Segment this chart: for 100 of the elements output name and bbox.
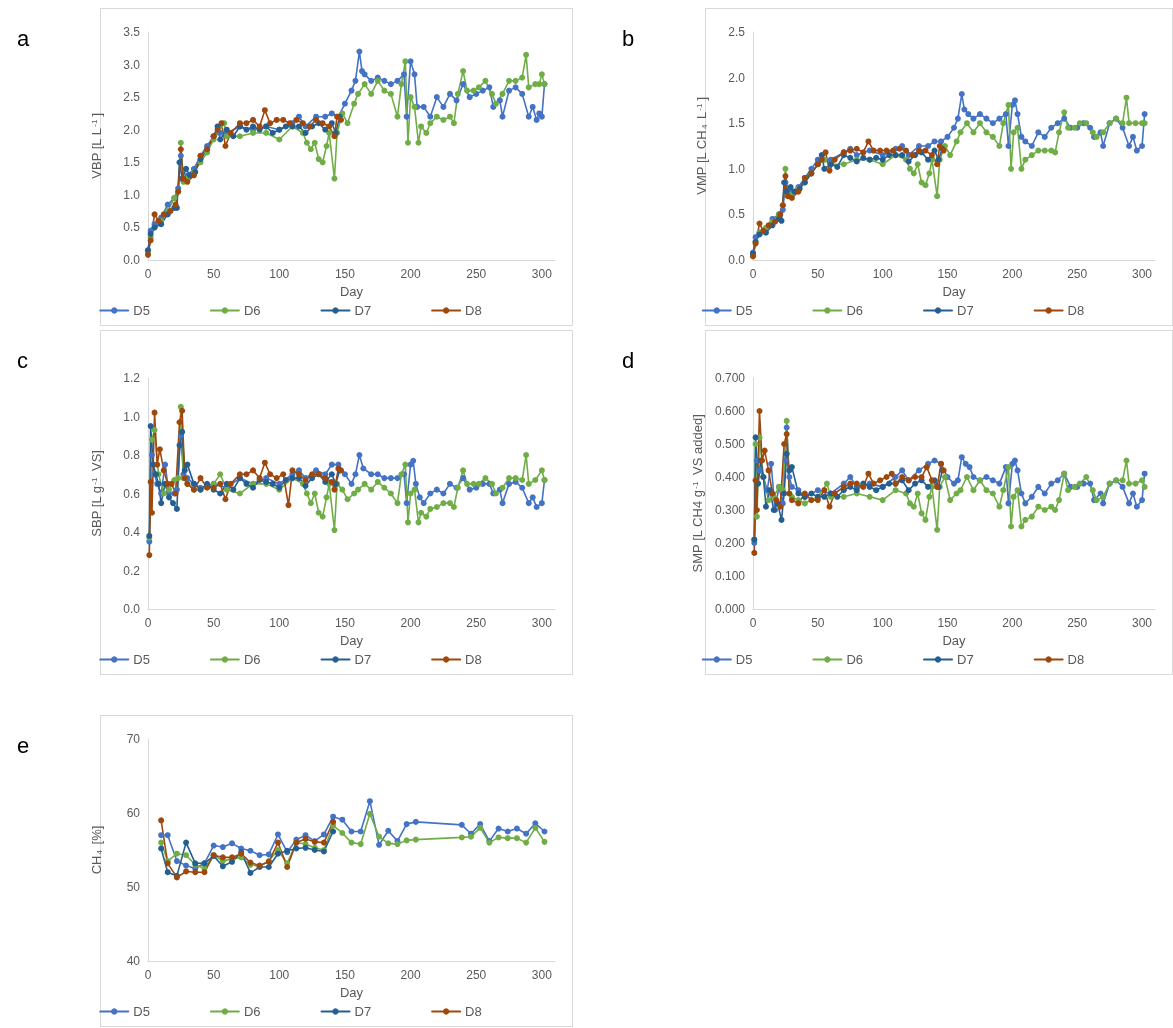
y-tick-label: 1.2 <box>123 371 141 385</box>
x-tick-label: 200 <box>1002 616 1023 630</box>
x-tick-label: 150 <box>334 968 356 982</box>
y-tick-label: 0.100 <box>714 569 746 583</box>
y-tick-label: 2.0 <box>123 122 141 137</box>
legend-label: D8 <box>465 652 482 667</box>
y-tick-label: 3.0 <box>123 57 141 72</box>
legend-label: D7 <box>354 652 372 667</box>
y-tick-label: 0.700 <box>714 371 746 385</box>
x-tick-label: 200 <box>1002 267 1023 281</box>
legend-label: D5 <box>735 652 753 667</box>
x-tick-label: 150 <box>334 616 356 630</box>
legend-label: D6 <box>846 652 864 667</box>
x-tick-label: 250 <box>466 616 487 630</box>
legend-label: D8 <box>465 303 482 318</box>
x-tick-label: 50 <box>811 267 825 281</box>
y-tick-label: 0.5 <box>123 220 141 235</box>
legend-label: D7 <box>354 303 372 318</box>
x-tick-label: 100 <box>269 616 290 630</box>
y-tick-label: 1.5 <box>728 116 746 131</box>
legend-label: D5 <box>133 1004 150 1019</box>
legend-label: D7 <box>957 652 974 667</box>
y-tick-label: 1.0 <box>123 409 141 424</box>
y-axis-title: VBP [L L-1] <box>89 112 104 179</box>
y-tick-label: 2.5 <box>123 90 141 105</box>
y-tick-label: 0.2 <box>123 563 141 578</box>
x-axis-title: Day <box>942 283 967 299</box>
legend-label: D8 <box>1067 652 1085 667</box>
chart-title: c <box>17 347 28 373</box>
y-tick-label: 0.0 <box>123 253 141 267</box>
legend-label: D8 <box>465 1004 482 1019</box>
y-tick-label: 50 <box>126 880 141 894</box>
y-tick-label: 0.4 <box>123 525 141 539</box>
legend-label: D5 <box>735 303 753 318</box>
legend-label: D6 <box>243 1004 261 1019</box>
y-tick-label: 0.6 <box>123 486 141 501</box>
x-tick-label: 100 <box>269 968 290 982</box>
x-tick-label: 250 <box>1067 616 1088 630</box>
x-tick-label: 150 <box>937 616 958 630</box>
y-tick-label: 1.0 <box>728 161 746 176</box>
x-tick-label: 150 <box>334 267 356 281</box>
chart-title: a <box>17 25 30 51</box>
legend-label: D5 <box>133 303 150 318</box>
y-axis-title: CH4 [%] <box>89 825 104 875</box>
legend-label: D7 <box>354 1004 372 1019</box>
y-tick-label: 3.5 <box>123 25 141 39</box>
legend-label: D6 <box>243 652 261 667</box>
y-tick-label: 0.8 <box>123 448 141 462</box>
legend-label: D6 <box>846 303 864 318</box>
y-tick-label: 1.0 <box>123 187 141 202</box>
legend-label: D5 <box>133 652 150 667</box>
y-tick-label: 0.600 <box>714 404 746 418</box>
y-tick-label: 0.0 <box>123 602 141 616</box>
legend-label: D6 <box>243 303 261 318</box>
x-axis-title: Day <box>339 984 364 1000</box>
legend-label: D8 <box>1067 303 1085 318</box>
x-tick-label: 0 <box>144 267 152 281</box>
chart-title: b <box>622 25 635 51</box>
x-tick-label: 300 <box>531 968 553 982</box>
x-tick-label: 0 <box>749 267 757 281</box>
x-tick-label: 300 <box>531 616 553 630</box>
y-axis-title: SMP [L CH4 g-1 VS added] <box>690 414 706 573</box>
x-tick-label: 0 <box>144 968 152 982</box>
x-tick-label: 100 <box>872 616 894 630</box>
x-tick-label: 250 <box>466 267 487 281</box>
x-tick-label: 0 <box>144 616 152 630</box>
x-axis-title: Day <box>942 632 967 648</box>
y-tick-label: 2.5 <box>728 25 746 39</box>
x-tick-label: 250 <box>466 968 487 982</box>
x-tick-label: 0 <box>749 616 757 630</box>
y-tick-label: 0.5 <box>728 207 746 222</box>
x-tick-label: 300 <box>1132 267 1153 281</box>
x-tick-label: 100 <box>269 267 290 281</box>
x-tick-label: 300 <box>531 267 553 281</box>
y-tick-label: 0.000 <box>714 602 746 616</box>
x-tick-label: 200 <box>400 616 421 630</box>
chart-title: d <box>622 347 635 373</box>
y-tick-label: 60 <box>126 806 141 820</box>
x-tick-label: 50 <box>811 616 825 630</box>
y-axis-title: VMP [L CH4 L-1] <box>694 96 709 195</box>
y-tick-label: 2.0 <box>728 70 746 85</box>
x-tick-label: 200 <box>400 267 421 281</box>
y-tick-label: 0.400 <box>714 470 746 484</box>
x-tick-label: 250 <box>1067 267 1088 281</box>
x-tick-label: 50 <box>206 968 221 982</box>
x-tick-label: 50 <box>206 616 221 630</box>
x-tick-label: 150 <box>937 267 958 281</box>
y-tick-label: 70 <box>126 732 141 746</box>
x-tick-label: 300 <box>1132 616 1153 630</box>
x-axis-title: Day <box>339 632 364 648</box>
chart-title: e <box>17 732 30 758</box>
y-tick-label: 40 <box>126 954 141 968</box>
y-tick-label: 1.5 <box>123 155 141 170</box>
x-axis-title: Day <box>339 283 364 299</box>
x-tick-label: 50 <box>206 267 221 281</box>
y-tick-label: 0.300 <box>714 503 746 517</box>
y-axis-title: SBP [L g-1 VS] <box>89 450 104 537</box>
x-tick-label: 100 <box>872 267 894 281</box>
x-tick-label: 200 <box>400 968 421 982</box>
y-tick-label: 0.500 <box>714 437 746 451</box>
